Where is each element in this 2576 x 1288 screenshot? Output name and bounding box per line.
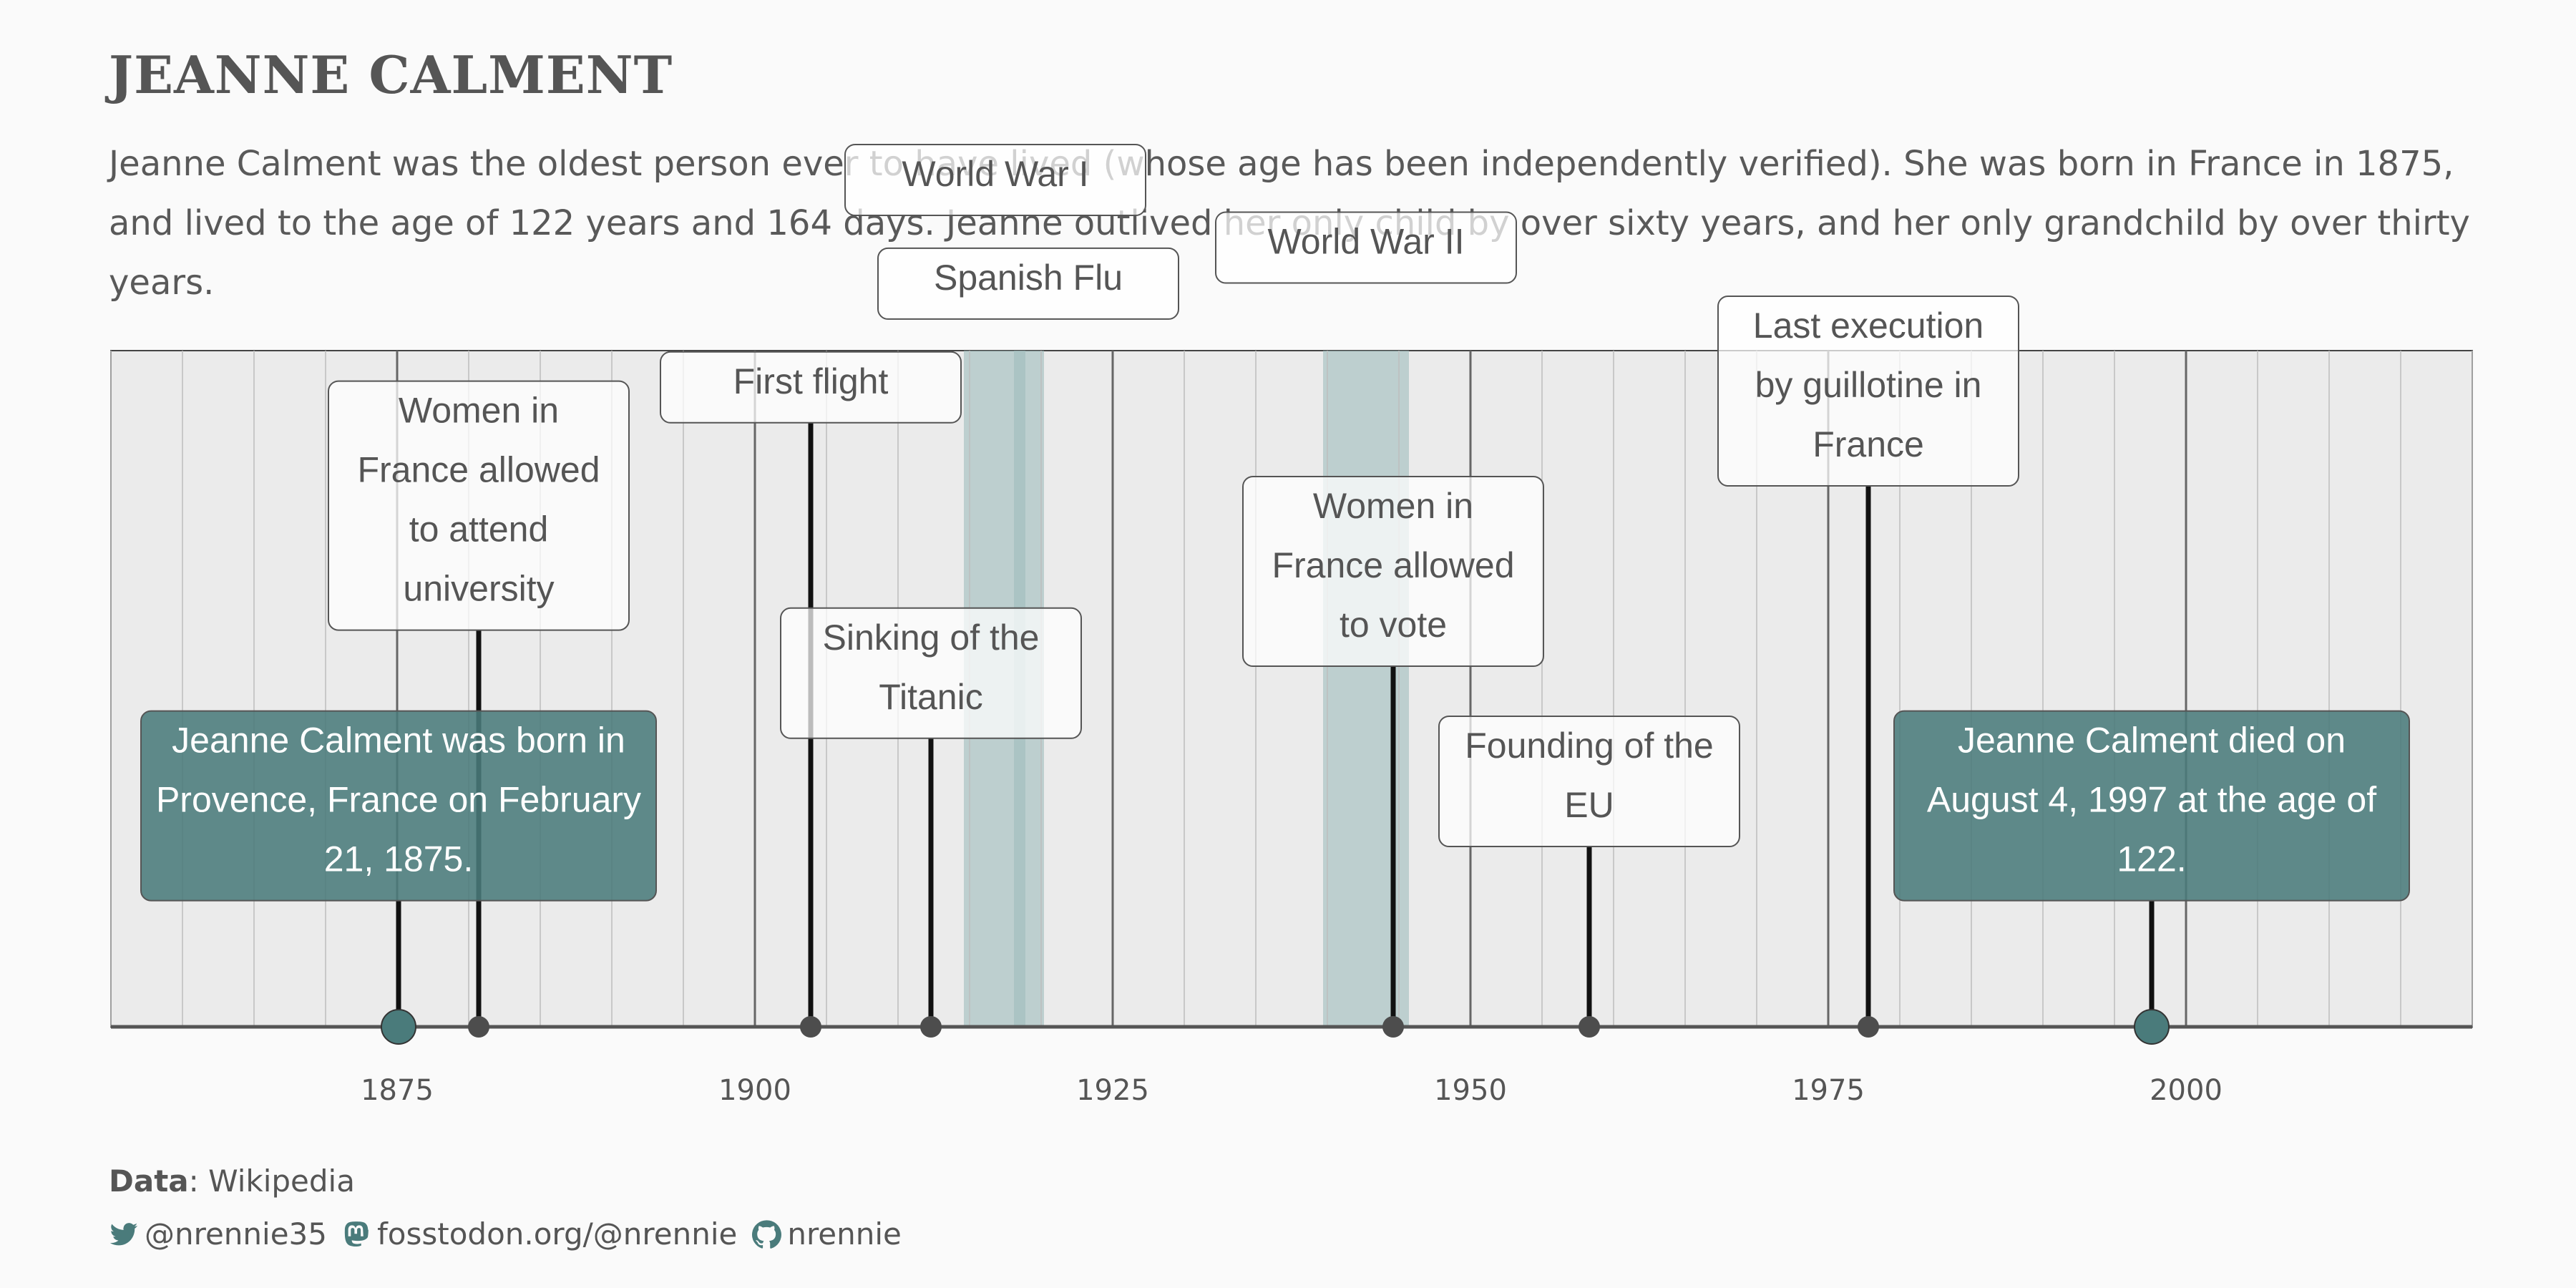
event-dot-1 xyxy=(468,1016,489,1038)
twitter-handle: @nrennie35 xyxy=(145,1216,327,1252)
x-tick-label-1975: 1975 xyxy=(1792,1074,1865,1107)
event-label-1-box xyxy=(328,380,630,631)
event-label-3-text: Sinking of the Titanic xyxy=(823,618,1040,717)
twitter-link[interactable]: @nrennie35 xyxy=(109,1216,327,1252)
event-label-0-text: Jeanne Calment was born in Provence, Fran… xyxy=(156,721,641,879)
event-label-6-text: Last execution by guillotine in France xyxy=(1753,306,1984,464)
data-source-caption: Data: Wikipedia xyxy=(109,1163,355,1199)
event-dot-6 xyxy=(1858,1016,1879,1038)
event-label-2-box xyxy=(660,351,962,424)
period-label-2-text: World War II xyxy=(1267,222,1464,262)
x-tick-label-1875: 1875 xyxy=(361,1074,434,1107)
event-label-3: Sinking of the Titanic xyxy=(780,607,1082,739)
event-label-4: Women in France allowed to vote xyxy=(1242,476,1544,667)
event-label-6: Last execution by guillotine in France xyxy=(1717,296,2019,487)
event-label-2-text: First flight xyxy=(733,361,889,401)
event-dot-7 xyxy=(2134,1009,2170,1045)
period-label-2: World War II xyxy=(1215,211,1517,284)
data-source: : Wikipedia xyxy=(188,1163,355,1199)
x-tick-label-1950: 1950 xyxy=(1434,1074,1507,1107)
event-dot-3 xyxy=(920,1016,942,1038)
github-octocat-icon xyxy=(752,1219,782,1249)
event-dot-5 xyxy=(1579,1016,1600,1038)
period-label-1-text: Spanish Flu xyxy=(934,258,1123,298)
event-label-4-box xyxy=(1242,476,1544,667)
event-dot-0 xyxy=(381,1009,416,1045)
shaded-period-2 xyxy=(1323,351,1409,1027)
period-label-1: Spanish Flu xyxy=(877,247,1179,320)
period-label-0-box xyxy=(844,144,1146,216)
event-label-5-text: Founding of the EU xyxy=(1465,726,1714,825)
x-tick-label-1900: 1900 xyxy=(718,1074,791,1107)
event-dot-2 xyxy=(800,1016,821,1038)
chart-subtitle: Jeanne Calment was the oldest person eve… xyxy=(109,144,2470,303)
event-label-6-box xyxy=(1717,296,2019,487)
twitter-bird-icon xyxy=(109,1222,138,1245)
period-label-1-box xyxy=(877,247,1179,320)
period-label-0: World War I xyxy=(844,144,1146,216)
social-links: @nrennie35 fosstodon.org/@nrennie nrenni… xyxy=(109,1216,916,1252)
mastodon-icon xyxy=(344,1221,369,1246)
event-label-1-text: Women in France allowed to attend universit… xyxy=(357,391,600,609)
event-label-7-text: Jeanne Calment died on August 4, 1997 at … xyxy=(1927,721,2376,879)
mastodon-handle: fosstodon.org/@nrennie xyxy=(377,1216,738,1252)
event-label-5-box xyxy=(1438,716,1740,847)
event-label-2: First flight xyxy=(660,351,962,424)
chart-title: JEANNE CALMENT xyxy=(109,44,673,105)
mastodon-link[interactable]: fosstodon.org/@nrennie xyxy=(341,1216,737,1252)
event-label-1: Women in France allowed to attend universit… xyxy=(328,380,630,631)
github-handle: nrennie xyxy=(787,1216,902,1252)
period-label-0-text: World War I xyxy=(902,154,1088,194)
event-label-7-box xyxy=(1893,710,2410,902)
x-tick-label-2000: 2000 xyxy=(2150,1074,2223,1107)
event-label-7: Jeanne Calment died on August 4, 1997 at … xyxy=(1893,710,2410,902)
x-tick-label-1925: 1925 xyxy=(1076,1074,1149,1107)
event-label-4-text: Women in France allowed to vote xyxy=(1272,486,1514,645)
period-label-2-box xyxy=(1215,211,1517,284)
event-dot-4 xyxy=(1382,1016,1404,1038)
github-link[interactable]: nrennie xyxy=(751,1216,902,1252)
event-label-5: Founding of the EU xyxy=(1438,716,1740,847)
event-label-0: Jeanne Calment was born in Provence, Fran… xyxy=(140,710,657,902)
event-label-3-box xyxy=(780,607,1082,739)
data-label: Data xyxy=(109,1163,189,1199)
event-label-0-box xyxy=(140,710,657,902)
